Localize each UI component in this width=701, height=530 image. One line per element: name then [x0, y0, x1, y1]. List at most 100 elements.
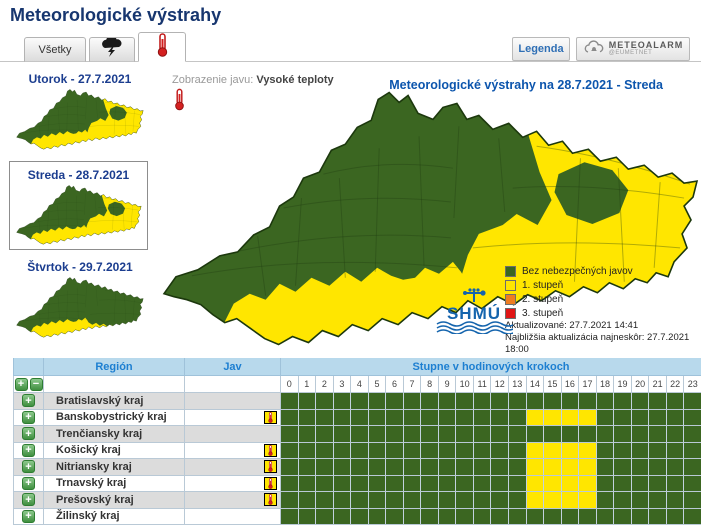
- hour-cell-none: [298, 393, 316, 409]
- hour-header-0: 0: [281, 376, 298, 392]
- hour-cell-none: [579, 426, 596, 442]
- region-row: + Trnavský kraj: [13, 475, 701, 492]
- hour-cell-none: [491, 426, 509, 442]
- hour-cell-none: [579, 508, 596, 524]
- hour-cell-none: [403, 475, 421, 491]
- hour-cell-none: [386, 508, 403, 524]
- hour-cell-none: [631, 492, 649, 508]
- tab-storms[interactable]: [89, 35, 135, 62]
- high-temperature-warning-icon[interactable]: [264, 493, 277, 507]
- hour-cell-none: [509, 409, 526, 425]
- hour-cell-none: [438, 409, 456, 425]
- region-name: Prešovský kraj: [44, 492, 185, 509]
- hour-cell-none: [561, 508, 579, 524]
- region-name: Košický kraj: [44, 442, 185, 459]
- expand-region-button[interactable]: +: [22, 509, 35, 523]
- display-type-line: Zobrazenie javu: Vysoké teploty: [172, 74, 334, 86]
- hour-cell-none: [473, 393, 491, 409]
- hour-cell-none: [491, 409, 509, 425]
- hour-cell-none: [614, 492, 631, 508]
- high-temperature-warning-icon[interactable]: [264, 476, 277, 490]
- warnings-table: Región Jav Stupne v hodinových krokoch +…: [13, 358, 701, 525]
- high-temperature-warning-icon[interactable]: [264, 443, 277, 457]
- hour-header-4: 4: [351, 376, 368, 392]
- hour-cell-none: [649, 409, 666, 425]
- collapse-all-button[interactable]: −: [29, 377, 43, 391]
- hour-cell-none: [298, 492, 316, 508]
- expand-region-button[interactable]: +: [22, 427, 35, 441]
- hour-cell-none: [368, 409, 386, 425]
- expand-all-button[interactable]: +: [14, 377, 28, 391]
- hour-cell-none: [333, 426, 351, 442]
- expand-region-button[interactable]: +: [22, 476, 35, 490]
- legend-item-none: Bez nebezpečných javov: [505, 265, 633, 278]
- hour-cell-none: [631, 475, 649, 491]
- expand-region-button[interactable]: +: [22, 493, 35, 507]
- legend-button[interactable]: Legenda: [512, 37, 570, 61]
- high-temperature-warning-icon[interactable]: [264, 410, 277, 424]
- hour-cell-none: [596, 459, 614, 475]
- day-tuesday[interactable]: Utorok - 27.7.2021: [0, 72, 160, 150]
- hour-cell-level1: [544, 459, 561, 475]
- region-row: + Prešovský kraj: [13, 492, 701, 509]
- hour-cell-none: [631, 508, 649, 524]
- hour-cell-none: [456, 393, 473, 409]
- hour-cell-none: [684, 475, 701, 491]
- tab-all-label: Všetky: [38, 43, 72, 56]
- hour-cell-none: [298, 442, 316, 458]
- hour-cell-none: [649, 475, 666, 491]
- hour-cell-none: [509, 426, 526, 442]
- expand-region-button[interactable]: +: [22, 394, 35, 408]
- hourly-steps: [281, 409, 701, 426]
- hour-cell-none: [403, 492, 421, 508]
- hour-cell-level1: [561, 475, 579, 491]
- hour-cell-none: [368, 492, 386, 508]
- hour-cell-none: [509, 459, 526, 475]
- hour-cell-none: [298, 426, 316, 442]
- hour-cell-none: [421, 393, 438, 409]
- hour-cell-none: [333, 492, 351, 508]
- hour-cell-none: [368, 442, 386, 458]
- day-wednesday-label: Streda - 28.7.2021: [27, 168, 130, 182]
- hour-cell-none: [403, 393, 421, 409]
- meteoalarm-button[interactable]: METEOALARM @EUMETNET: [576, 37, 690, 61]
- hour-cell-none: [421, 492, 438, 508]
- hour-cell-none: [316, 475, 333, 491]
- hour-cell-none: [421, 442, 438, 458]
- hour-cell-none: [316, 442, 333, 458]
- hour-cell-none: [281, 459, 298, 475]
- hour-cell-none: [526, 426, 544, 442]
- hour-cell-none: [403, 409, 421, 425]
- hour-cell-none: [386, 409, 403, 425]
- expand-region-button[interactable]: +: [22, 443, 35, 457]
- hour-cell-none: [509, 508, 526, 524]
- expand-region-button[interactable]: +: [22, 410, 35, 424]
- hour-cell-none: [596, 426, 614, 442]
- hour-header-17: 17: [579, 376, 596, 392]
- legend-swatch-level1: [505, 280, 516, 291]
- hour-cell-level1: [526, 459, 544, 475]
- hour-cell-none: [403, 442, 421, 458]
- day-thursday[interactable]: Štvrtok - 29.7.2021: [0, 260, 160, 338]
- hour-cell-none: [386, 475, 403, 491]
- hour-cell-level1: [561, 492, 579, 508]
- hour-cell-none: [316, 508, 333, 524]
- meteoalarm-sublabel: @EUMETNET: [608, 50, 653, 56]
- hour-cell-none: [368, 475, 386, 491]
- day-tuesday-minimap: [16, 88, 144, 150]
- hour-cell-none: [351, 442, 368, 458]
- expand-region-button[interactable]: +: [22, 460, 35, 474]
- hour-cell-level1: [561, 409, 579, 425]
- hour-header-7: 7: [403, 376, 421, 392]
- thermometer-icon: [156, 32, 169, 62]
- hour-cell-none: [298, 459, 316, 475]
- tab-all-phenomena[interactable]: Všetky: [24, 37, 86, 62]
- column-header-steps: Stupne v hodinových krokoch: [281, 358, 701, 376]
- hour-cell-none: [473, 508, 491, 524]
- legend-swatch-level3: [505, 308, 516, 319]
- day-wednesday-selected[interactable]: Streda - 28.7.2021: [9, 161, 148, 250]
- tab-high-temperatures[interactable]: [138, 32, 186, 62]
- hour-cell-none: [614, 508, 631, 524]
- high-temperature-warning-icon[interactable]: [264, 460, 277, 474]
- hourly-steps: [281, 426, 701, 443]
